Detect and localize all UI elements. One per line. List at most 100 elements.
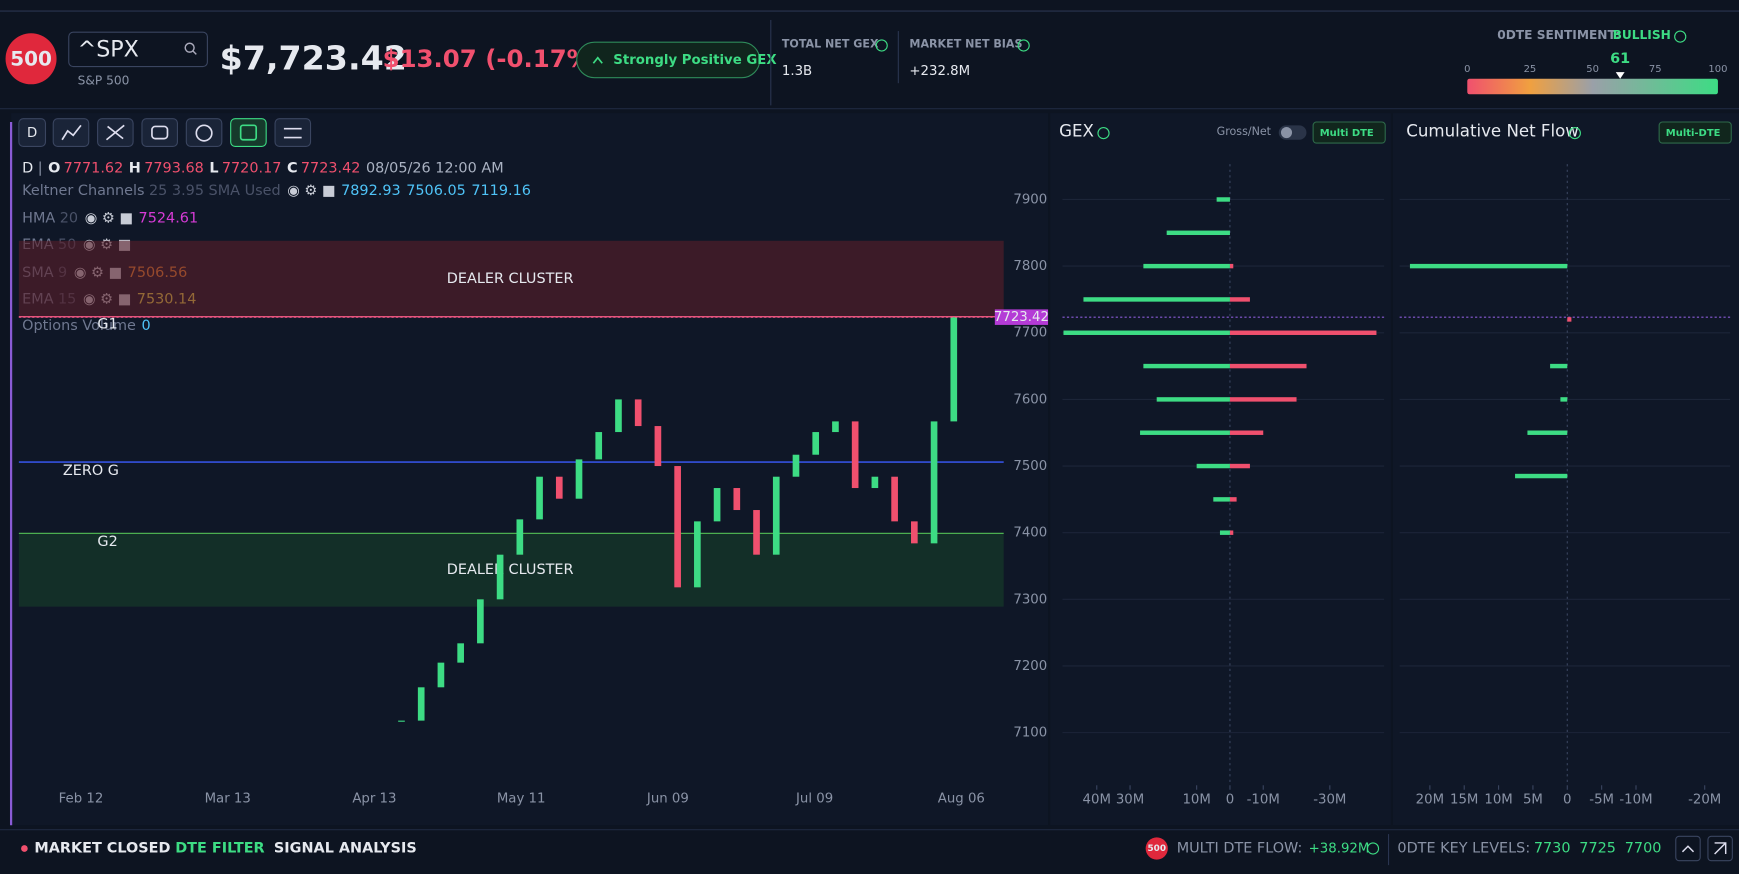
ohlc-line: D | O 7771.62 H 7793.68 L 7720.17 C 7723.42 08/05/… [22, 161, 503, 177]
x-tick-label: -30M [1313, 793, 1346, 808]
x-tick-label: May 11 [497, 792, 546, 807]
x-tick-label: 15M [1450, 793, 1478, 808]
badge-text: 500 [10, 46, 52, 70]
y-tick-label: 7400 [1013, 526, 1047, 541]
gex-pill[interactable] [576, 41, 761, 79]
candle [753, 510, 760, 555]
interval-button[interactable] [18, 118, 47, 147]
history-button[interactable] [185, 118, 223, 147]
symbol-name: S&P 500 [78, 73, 130, 87]
y-tick-label: 7200 [1013, 659, 1047, 674]
y-tick-label: 7500 [1013, 459, 1047, 474]
x-tick-label: 40M [1083, 793, 1111, 808]
bar [1083, 297, 1230, 302]
info-icon[interactable] [1366, 842, 1380, 855]
candle [417, 687, 425, 721]
flow-title: Cumulative Net Flow [1406, 121, 1579, 140]
ohlc-key: C [287, 161, 298, 177]
candle [694, 521, 701, 588]
bar [1229, 363, 1307, 369]
footer-badge [1145, 837, 1168, 860]
bar [1409, 263, 1568, 269]
candle [950, 317, 958, 422]
candle [536, 476, 543, 520]
ohlc-value: 7771.62 [64, 161, 124, 177]
expand-button[interactable] [1707, 835, 1733, 862]
toolbar: D [18, 118, 312, 147]
dte-select[interactable] [1658, 121, 1732, 144]
flow-panel [1392, 113, 1739, 826]
info-icon[interactable] [1568, 126, 1581, 140]
gauge-value: 61 [1610, 51, 1630, 67]
gauge-bar [1467, 78, 1718, 95]
bar [1229, 497, 1237, 502]
bar [1143, 263, 1230, 269]
bot-button[interactable] [141, 118, 179, 147]
gauge-tick-label: 0 [1464, 64, 1470, 75]
info-icon[interactable] [1674, 30, 1687, 43]
gauge-tick-label: 75 [1649, 64, 1662, 75]
dte-select[interactable] [1312, 121, 1386, 144]
collapse-button[interactable] [1675, 835, 1701, 862]
ohlc-value: 7723.42 [301, 161, 361, 177]
icon [283, 127, 302, 139]
toggle-knob [1280, 126, 1293, 139]
indicator-value: 7506.05 [406, 183, 466, 199]
bar [1229, 297, 1250, 302]
y-tick-label: 7100 [1013, 726, 1047, 741]
y-tick-label: 7600 [1013, 392, 1047, 407]
zone-label: DEALER CLUSTER [447, 271, 574, 287]
candle [398, 720, 405, 722]
candle [496, 554, 504, 600]
dte-filter[interactable]: DTE FILTER [175, 840, 264, 856]
sentiment-label: BULLISH [1613, 28, 1671, 42]
y-tick-label: 7700 [1013, 326, 1047, 341]
bar [1156, 397, 1230, 402]
ohlc-key: O [48, 161, 60, 177]
candle [930, 421, 938, 544]
candle [477, 599, 484, 644]
x-tick-label: Aug 06 [938, 792, 985, 807]
y-tick-label: 7900 [1013, 192, 1047, 207]
total-net-gex: 1.3B [782, 64, 812, 79]
interval: D [27, 126, 37, 141]
x-tick-label: -20M [1688, 793, 1721, 808]
info-icon[interactable] [1017, 39, 1030, 52]
x-tick-label: Apr 13 [352, 792, 396, 807]
bar [1213, 497, 1230, 502]
info-icon[interactable] [1097, 126, 1110, 140]
sentiment-title: 0DTE SENTIMENT: [1497, 28, 1620, 42]
price-panel [11, 113, 1049, 826]
key-levels-label: 0DTE KEY LEVELS: [1397, 840, 1530, 856]
candle [595, 432, 603, 460]
search-icon [184, 42, 195, 53]
icon [195, 124, 213, 142]
gauge-tick-label: 25 [1524, 64, 1537, 75]
symbol-search[interactable] [68, 31, 208, 68]
bar [1229, 397, 1297, 402]
bar [1567, 317, 1572, 322]
candle [555, 476, 563, 499]
candle [772, 476, 780, 555]
ohlc-value: 7793.68 [144, 161, 204, 177]
x-tick-label: -10M [1619, 793, 1652, 808]
info-icon[interactable] [875, 39, 888, 52]
market-net-bias: +232.8M [909, 64, 970, 79]
calendar-button[interactable] [230, 118, 267, 147]
signal-analysis[interactable]: SIGNAL ANALYSIS [274, 840, 417, 856]
bar [1527, 430, 1568, 435]
search-icon-handle [192, 50, 197, 55]
candle [911, 521, 918, 544]
gauge-tick-label: 50 [1586, 64, 1599, 75]
bar [1229, 530, 1234, 535]
bar [1550, 363, 1568, 369]
gex-status: Strongly Positive GEX [613, 53, 776, 68]
settings-button[interactable] [274, 118, 312, 147]
bar [1219, 530, 1230, 535]
bar [1063, 330, 1230, 335]
key-level: 7725 [1579, 840, 1616, 856]
y-tick-label: 7300 [1013, 592, 1047, 607]
y-tick-label: 7800 [1013, 259, 1047, 274]
